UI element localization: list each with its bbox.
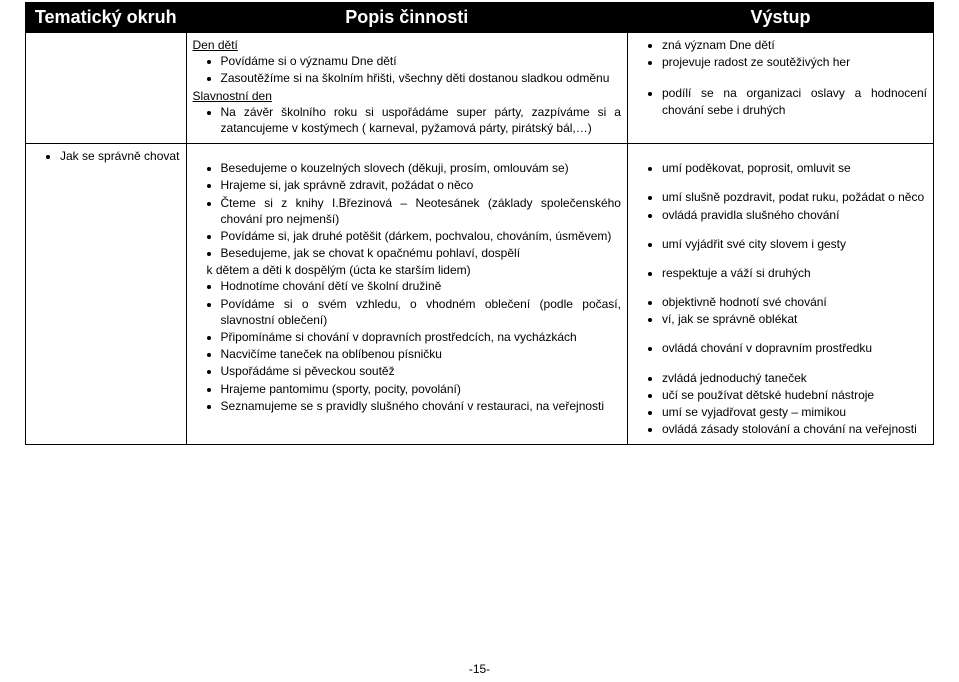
- page-number: -15-: [0, 662, 959, 676]
- list-item: Seznamujeme se s pravidly slušného chová…: [221, 398, 621, 414]
- list-item: Povídáme si o významu Dne dětí: [221, 53, 621, 69]
- spacer: [634, 224, 927, 236]
- list-item: umí slušně pozdravit, podat ruku, požáda…: [662, 189, 927, 205]
- list-item: Hrajeme si, jak správně zdravit, požádat…: [221, 177, 621, 193]
- list-item: Připomínáme si chování v dopravních pros…: [221, 329, 621, 345]
- spacer: [634, 282, 927, 294]
- desc2-list-2: Hodnotíme chování dětí ve školní družině…: [193, 278, 621, 414]
- list-item: zná význam Dne dětí: [662, 37, 927, 53]
- desc2-list: Besedujeme o kouzelných slovech (děkuji,…: [193, 160, 621, 261]
- list-item: respektuje a váží si druhých: [662, 265, 927, 281]
- list-item: Nacvičíme taneček na oblíbenou písničku: [221, 346, 621, 362]
- list-item: učí se používat dětské hudební nástroje: [662, 387, 927, 403]
- out2-list: umí poděkovat, poprosit, omluvit se: [634, 160, 927, 176]
- curriculum-table: Tematický okruh Popis činnosti Výstup De…: [25, 2, 934, 445]
- list-item: ovládá chování v dopravním prostředku: [662, 340, 927, 356]
- list-item: projevuje radost ze soutěživých her: [662, 54, 927, 70]
- spacer: [634, 71, 927, 85]
- cell-desc-2: Besedujeme o kouzelných slovech (děkuji,…: [186, 144, 627, 445]
- list-item: ovládá pravidla slušného chování: [662, 207, 927, 223]
- list-item: Čteme si z knihy I.Březinová – Neotesáne…: [221, 195, 621, 227]
- cell-topic-2: Jak se správně chovat: [26, 144, 187, 445]
- out2-list-7: zvládá jednoduchý taneček učí se používa…: [634, 370, 927, 438]
- spacer: [634, 148, 927, 160]
- spacer: [193, 148, 621, 160]
- out2-list-6: ovládá chování v dopravním prostředku: [634, 340, 927, 356]
- list-item: objektivně hodnotí své chování: [662, 294, 927, 310]
- col-header-out: Výstup: [627, 3, 933, 33]
- list-item: Hrajeme pantomimu (sporty, pocity, povol…: [221, 381, 621, 397]
- cell-out-2: umí poděkovat, poprosit, omluvit se umí …: [627, 144, 933, 445]
- cell-desc-1: Den dětí Povídáme si o významu Dne dětí …: [186, 33, 627, 144]
- out2-list-3: umí vyjádřit své city slovem i gesty: [634, 236, 927, 252]
- list-item: Uspořádáme si pěveckou soutěž: [221, 363, 621, 379]
- list-item: umí poděkovat, poprosit, omluvit se: [662, 160, 927, 176]
- list-item: ovládá zásady stolování a chování na veř…: [662, 421, 927, 437]
- table-header-row: Tematický okruh Popis činnosti Výstup: [26, 3, 934, 33]
- out1-list-2: podílí se na organizaci oslavy a hodnoce…: [634, 85, 927, 117]
- out2-list-5: objektivně hodnotí své chování ví, jak s…: [634, 294, 927, 327]
- cell-out-1: zná význam Dne dětí projevuje radost ze …: [627, 33, 933, 144]
- list-item: umí vyjádřit své city slovem i gesty: [662, 236, 927, 252]
- list-item: zvládá jednoduchý taneček: [662, 370, 927, 386]
- col-header-desc: Popis činnosti: [186, 3, 627, 33]
- out2-list-2: umí slušně pozdravit, podat ruku, požáda…: [634, 189, 927, 222]
- desc1-list2: Na závěr školního roku si uspořádáme sup…: [193, 104, 621, 136]
- out2-list-4: respektuje a váží si druhých: [634, 265, 927, 281]
- list-item: podílí se na organizaci oslavy a hodnoce…: [662, 85, 927, 117]
- topic2-list: Jak se správně chovat: [32, 148, 180, 164]
- table-row: Jak se správně chovat Besedujeme o kouze…: [26, 144, 934, 445]
- list-item: Hodnotíme chování dětí ve školní družině: [221, 278, 621, 294]
- spacer: [634, 177, 927, 189]
- list-item: Zasoutěžíme si na školním hřišti, všechn…: [221, 70, 621, 86]
- out1-list: zná význam Dne dětí projevuje radost ze …: [634, 37, 927, 70]
- spacer: [634, 328, 927, 340]
- list-item: umí se vyjadřovat gesty – mimikou: [662, 404, 927, 420]
- cell-topic-1: [26, 33, 187, 144]
- desc1-heading1: Den dětí: [193, 37, 621, 53]
- table-row: Den dětí Povídáme si o významu Dne dětí …: [26, 33, 934, 144]
- list-item: Besedujeme, jak se chovat k opačnému poh…: [221, 245, 621, 261]
- spacer: [634, 253, 927, 265]
- desc1-list1: Povídáme si o významu Dne dětí Zasoutěží…: [193, 53, 621, 86]
- desc1-heading2: Slavnostní den: [193, 88, 621, 104]
- list-item: Jak se správně chovat: [60, 148, 180, 164]
- desc2-subline: k dětem a děti k dospělým (úcta ke starš…: [193, 262, 621, 278]
- list-item: ví, jak se správně oblékat: [662, 311, 927, 327]
- spacer: [634, 358, 927, 370]
- list-item: Povídáme si o svém vzhledu, o vhodném ob…: [221, 296, 621, 328]
- list-item: Besedujeme o kouzelných slovech (děkuji,…: [221, 160, 621, 176]
- list-item: Povídáme si, jak druhé potěšit (dárkem, …: [221, 228, 621, 244]
- col-header-topic: Tematický okruh: [26, 3, 187, 33]
- list-item: Na závěr školního roku si uspořádáme sup…: [221, 104, 621, 136]
